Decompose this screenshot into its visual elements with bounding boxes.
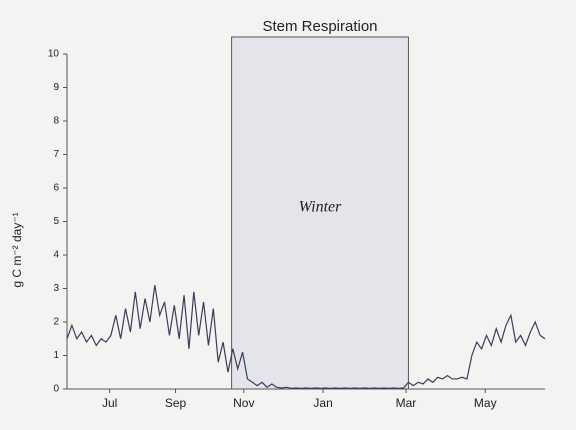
y-tick-label: 5 xyxy=(53,216,59,227)
y-tick-label: 7 xyxy=(53,149,59,160)
y-tick-label: 3 xyxy=(53,283,59,294)
x-tick-label: Sep xyxy=(165,396,187,410)
y-axis-label: g C m⁻² day⁻¹ xyxy=(10,212,24,287)
y-tick-label: 10 xyxy=(48,49,60,60)
y-tick-label: 6 xyxy=(53,183,59,194)
y-tick-label: 4 xyxy=(53,250,59,261)
y-tick-label: 0 xyxy=(53,384,59,395)
chart-title: Stem Respiration xyxy=(262,18,377,35)
x-tick-label: Nov xyxy=(233,396,254,410)
x-tick-label: Jul xyxy=(102,396,117,410)
region-label: Winter xyxy=(299,199,342,216)
y-tick-label: 1 xyxy=(53,350,59,361)
x-tick-label: May xyxy=(474,396,497,410)
y-tick-label: 2 xyxy=(53,317,59,328)
y-tick-label: 9 xyxy=(53,82,59,93)
x-tick-label: Jan xyxy=(313,396,332,410)
x-tick-label: Mar xyxy=(396,396,417,410)
shaded-region xyxy=(231,36,409,390)
y-tick-label: 8 xyxy=(53,116,59,127)
line xyxy=(66,285,546,389)
